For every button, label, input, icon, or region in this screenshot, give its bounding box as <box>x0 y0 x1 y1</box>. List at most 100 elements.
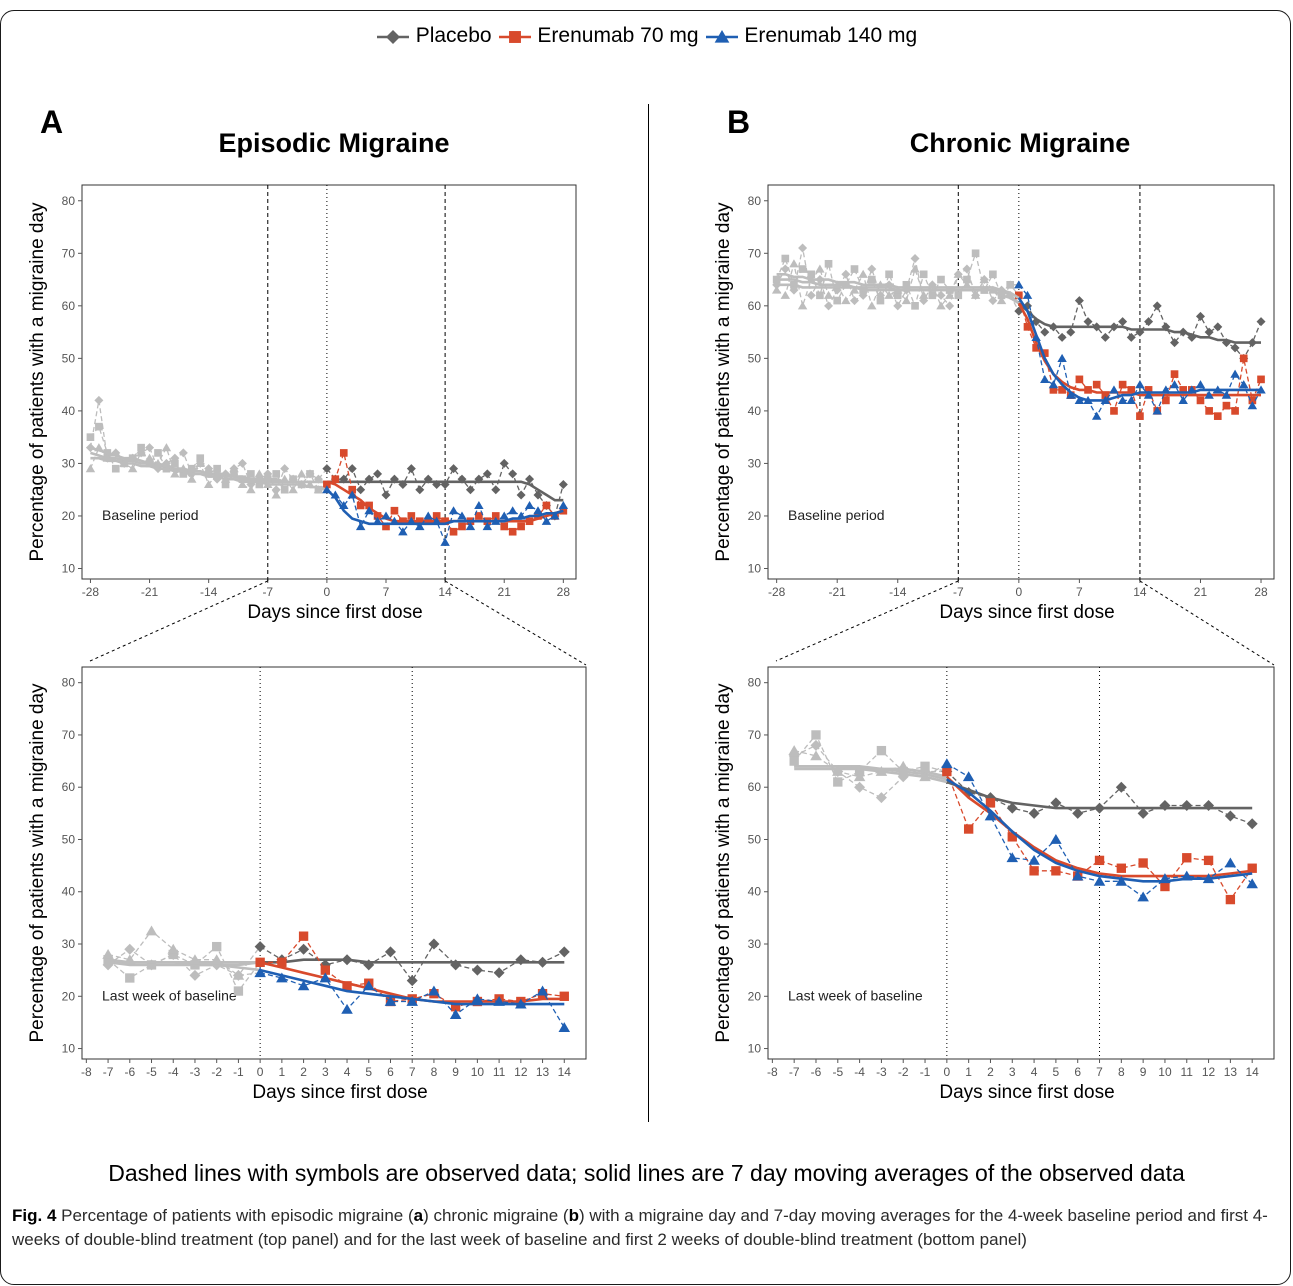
y-tick-label: 40 <box>748 885 762 899</box>
chart-A-bottom: 1020304050607080-8 -7 -6 -5 -4 -3 -2 -1 0 1 2 3 4 5 6 7… <box>27 667 586 1103</box>
x-tick-label: -28 <box>768 585 786 599</box>
x-tick-label: 21 <box>1194 585 1208 599</box>
y-tick-label: 70 <box>748 246 762 260</box>
x-tick-label: 6 <box>387 1065 394 1079</box>
data-point <box>964 824 973 833</box>
data-point <box>1223 402 1231 410</box>
x-tick-label: -6 <box>811 1065 822 1079</box>
x-tick-label: 4 <box>344 1065 351 1079</box>
caption-b: b <box>569 1206 579 1225</box>
y-tick-label: 80 <box>62 676 76 690</box>
data-point <box>212 942 221 951</box>
y-tick-label: 50 <box>62 832 76 846</box>
data-point <box>391 507 399 515</box>
x-tick-label: -2 <box>211 1065 222 1079</box>
data-point <box>299 931 308 940</box>
y-tick-label: 60 <box>748 299 762 313</box>
x-tick-label: 14 <box>1246 1065 1260 1079</box>
x-tick-label: 0 <box>1015 585 1022 599</box>
data-point <box>877 746 886 755</box>
chart-A-top: 1020304050607080-28 -21 -14 -7 0 7 14 21 28Days … <box>27 185 576 623</box>
chart-note: Dashed lines with symbols are observed d… <box>0 1160 1293 1187</box>
data-point <box>1029 866 1038 875</box>
data-point <box>1024 323 1032 331</box>
x-tick-label: 21 <box>498 585 512 599</box>
data-point <box>1138 858 1147 867</box>
data-point <box>1171 370 1179 378</box>
chart-B-bottom: 1020304050607080-8 -7 -6 -5 -4 -3 -2 -1 0 1 2 3 4 5 6 7… <box>713 667 1274 1103</box>
x-tick-label: -28 <box>82 585 100 599</box>
y-tick-label: 60 <box>748 780 762 794</box>
x-tick-label: 6 <box>1074 1065 1081 1079</box>
x-axis-label: Days since first dose <box>247 602 422 623</box>
zoom-connector-left <box>776 581 958 661</box>
y-tick-label: 30 <box>62 456 76 470</box>
y-tick-label: 40 <box>62 885 76 899</box>
caption-text-2: ) chronic migraine ( <box>423 1206 569 1225</box>
x-tick-label: 13 <box>536 1065 550 1079</box>
data-point <box>885 270 893 278</box>
data-point <box>95 423 103 431</box>
data-point <box>986 798 995 807</box>
data-point <box>851 265 859 273</box>
x-tick-label: 8 <box>1118 1065 1125 1079</box>
x-axis-label: Days since first dose <box>252 1082 427 1103</box>
x-tick-label: 12 <box>514 1065 528 1079</box>
x-tick-label: -3 <box>876 1065 887 1079</box>
period-annotation: Last week of baseline <box>102 987 237 1003</box>
period-annotation: Baseline period <box>788 507 885 523</box>
data-point <box>799 265 807 273</box>
y-tick-label: 10 <box>748 1042 762 1056</box>
caption-a: a <box>414 1206 423 1225</box>
data-point <box>972 249 980 257</box>
y-tick-label: 70 <box>62 246 76 260</box>
data-point <box>1257 376 1265 384</box>
data-point <box>1095 856 1104 865</box>
data-point <box>1136 412 1144 420</box>
y-tick-label: 70 <box>62 728 76 742</box>
data-point <box>332 475 340 483</box>
data-point <box>500 523 508 531</box>
x-tick-label: -14 <box>200 585 218 599</box>
x-tick-label: 14 <box>1133 585 1147 599</box>
x-tick-label: 0 <box>257 1065 264 1079</box>
data-point <box>1214 412 1222 420</box>
y-tick-label: 50 <box>748 351 762 365</box>
x-tick-label: -7 <box>262 585 273 599</box>
y-tick-label: 10 <box>62 561 76 575</box>
data-point <box>450 528 458 536</box>
y-tick-label: 30 <box>748 937 762 951</box>
data-point <box>833 777 842 786</box>
x-tick-label: 11 <box>1181 1065 1194 1079</box>
x-tick-label: 8 <box>431 1065 438 1079</box>
data-point <box>129 454 137 462</box>
caption-label: Fig. 4 <box>12 1206 56 1225</box>
data-point <box>340 449 348 457</box>
data-point <box>1182 853 1191 862</box>
data-point <box>1076 376 1084 384</box>
data-point <box>247 470 255 478</box>
x-tick-label: 14 <box>438 585 452 599</box>
data-point <box>289 475 297 483</box>
x-tick-label: 2 <box>987 1065 994 1079</box>
y-tick-label: 60 <box>62 780 76 794</box>
caption-text-1: Percentage of patients with episodic mig… <box>61 1206 413 1225</box>
y-tick-label: 10 <box>62 1042 76 1056</box>
period-annotation: Last week of baseline <box>788 987 923 1003</box>
x-tick-label: -8 <box>767 1065 778 1079</box>
y-tick-label: 40 <box>62 404 76 418</box>
data-point <box>825 260 833 268</box>
data-point <box>1231 407 1239 415</box>
y-axis-label: Percentage of patients with a migraine d… <box>27 202 48 562</box>
data-point <box>526 517 534 525</box>
x-tick-label: 11 <box>493 1065 506 1079</box>
y-tick-label: 80 <box>62 194 76 208</box>
data-point <box>1110 407 1118 415</box>
y-tick-label: 20 <box>62 989 76 1003</box>
x-tick-label: 3 <box>322 1065 329 1079</box>
y-tick-label: 70 <box>748 728 762 742</box>
data-point <box>255 958 264 967</box>
data-point <box>560 992 569 1001</box>
data-point <box>234 986 243 995</box>
x-tick-label: 10 <box>1158 1065 1172 1079</box>
